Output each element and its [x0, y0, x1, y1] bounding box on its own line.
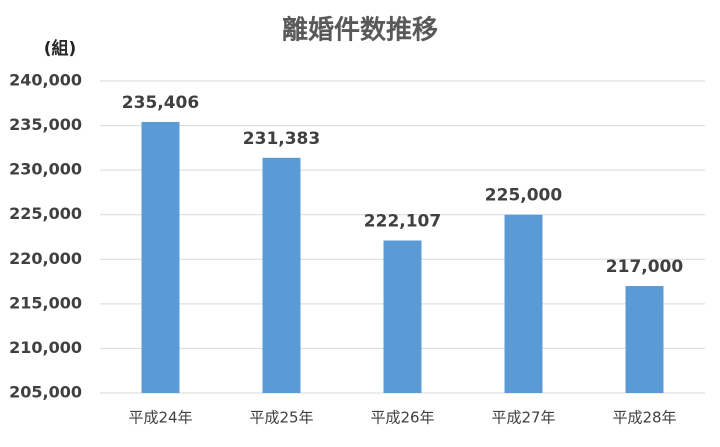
value-label: 222,107: [364, 212, 441, 232]
y-tick-label: 210,000: [9, 338, 82, 357]
x-tick-label: 平成26年: [370, 409, 434, 427]
value-label: 235,406: [122, 93, 199, 113]
chart-title: 離婚件数推移: [282, 15, 438, 46]
y-tick-label: 225,000: [9, 204, 82, 223]
value-label: 217,000: [606, 257, 684, 277]
x-tick-label: 平成24年: [128, 409, 192, 427]
y-tick-label: 230,000: [9, 160, 82, 179]
y-tick-label: 215,000: [9, 293, 82, 312]
y-tick-label: 205,000: [9, 383, 82, 402]
x-tick-label: 平成28年: [612, 409, 676, 427]
bar: [625, 286, 664, 393]
value-label: 225,000: [485, 186, 563, 206]
bar: [383, 240, 422, 393]
bar: [141, 121, 180, 394]
y-tick-label: 220,000: [9, 249, 82, 268]
bar: [504, 214, 543, 393]
x-tick-label: 平成25年: [249, 409, 313, 427]
x-tick-label: 平成27年: [491, 409, 555, 427]
y-axis-label: (組): [44, 38, 77, 59]
y-tick-label: 240,000: [9, 71, 82, 90]
y-tick-label: 235,000: [9, 115, 82, 134]
bar: [262, 157, 301, 393]
value-label: 231,383: [243, 129, 320, 149]
